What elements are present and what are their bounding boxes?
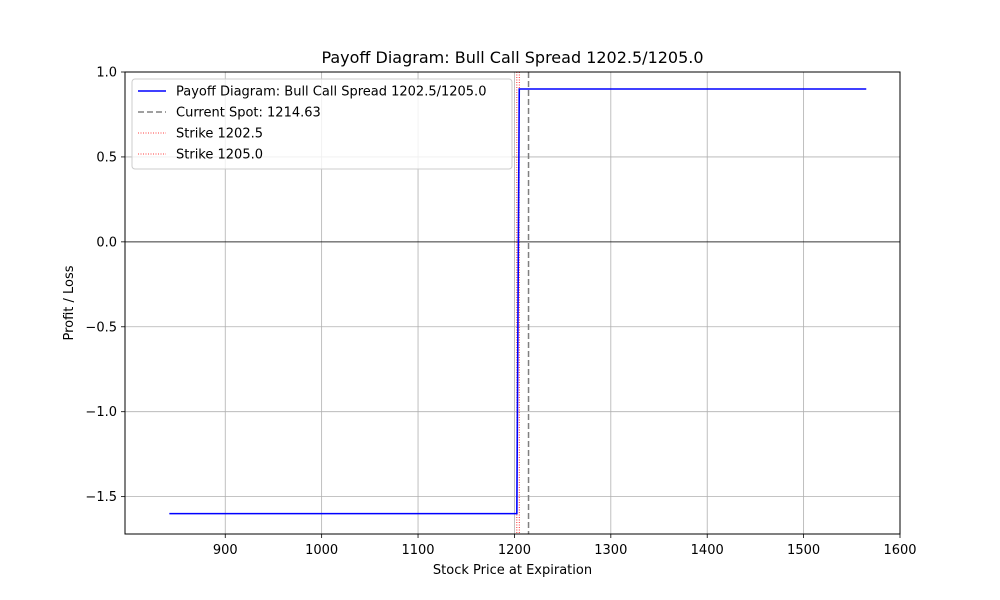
y-axis-label: Profit / Loss [62, 265, 77, 340]
x-tick-label: 1000 [305, 543, 338, 558]
legend-entry-label: Strike 1205.0 [176, 148, 263, 163]
legend-entry-label: Strike 1202.5 [176, 127, 263, 142]
plot-frame [124, 71, 901, 535]
y-tick-label: 0.5 [96, 150, 117, 165]
y-tick-label: −0.5 [85, 320, 117, 335]
x-tick-label: 900 [213, 543, 238, 558]
x-tick-label: 1300 [594, 543, 627, 558]
legend-entry-label: Current Spot: 1214.63 [176, 106, 321, 121]
x-tick-label: 1500 [787, 543, 820, 558]
x-tick-label: 1100 [401, 543, 434, 558]
legend-box [131, 78, 513, 170]
x-tick-label: 1200 [498, 543, 531, 558]
x-tick-label: 1400 [691, 543, 724, 558]
payoff-series-line [169, 88, 867, 515]
chart-title: Payoff Diagram: Bull Call Spread 1202.5/… [321, 48, 703, 67]
y-tick-label: 1.0 [96, 66, 117, 81]
y-tick-label: −1.0 [85, 405, 117, 420]
legend-entry-label: Payoff Diagram: Bull Call Spread 1202.5/… [176, 85, 486, 100]
x-tick-label: 1600 [883, 543, 916, 558]
legend: Payoff Diagram: Bull Call Spread 1202.5/… [131, 78, 513, 170]
y-tick-label: 0.0 [96, 235, 117, 250]
axis-ticks: 900 1000 1100 1200 1300 1400 1500 1600 −1.5 −1.0 −… [85, 66, 916, 559]
y-tick-label: −1.5 [85, 490, 117, 505]
x-axis-label: Stock Price at Expiration [433, 563, 592, 578]
series-lines [169, 88, 867, 515]
